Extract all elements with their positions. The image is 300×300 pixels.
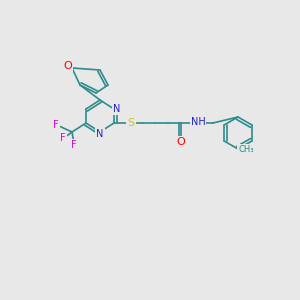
Text: N: N [113, 104, 121, 114]
Text: O: O [64, 61, 72, 71]
Text: F: F [71, 140, 77, 150]
Text: N: N [96, 129, 104, 139]
Text: S: S [128, 118, 135, 128]
Text: F: F [53, 120, 59, 130]
Text: F: F [60, 133, 66, 143]
Text: NH: NH [190, 117, 206, 127]
Text: CH₃: CH₃ [238, 145, 254, 154]
Text: O: O [177, 137, 185, 147]
